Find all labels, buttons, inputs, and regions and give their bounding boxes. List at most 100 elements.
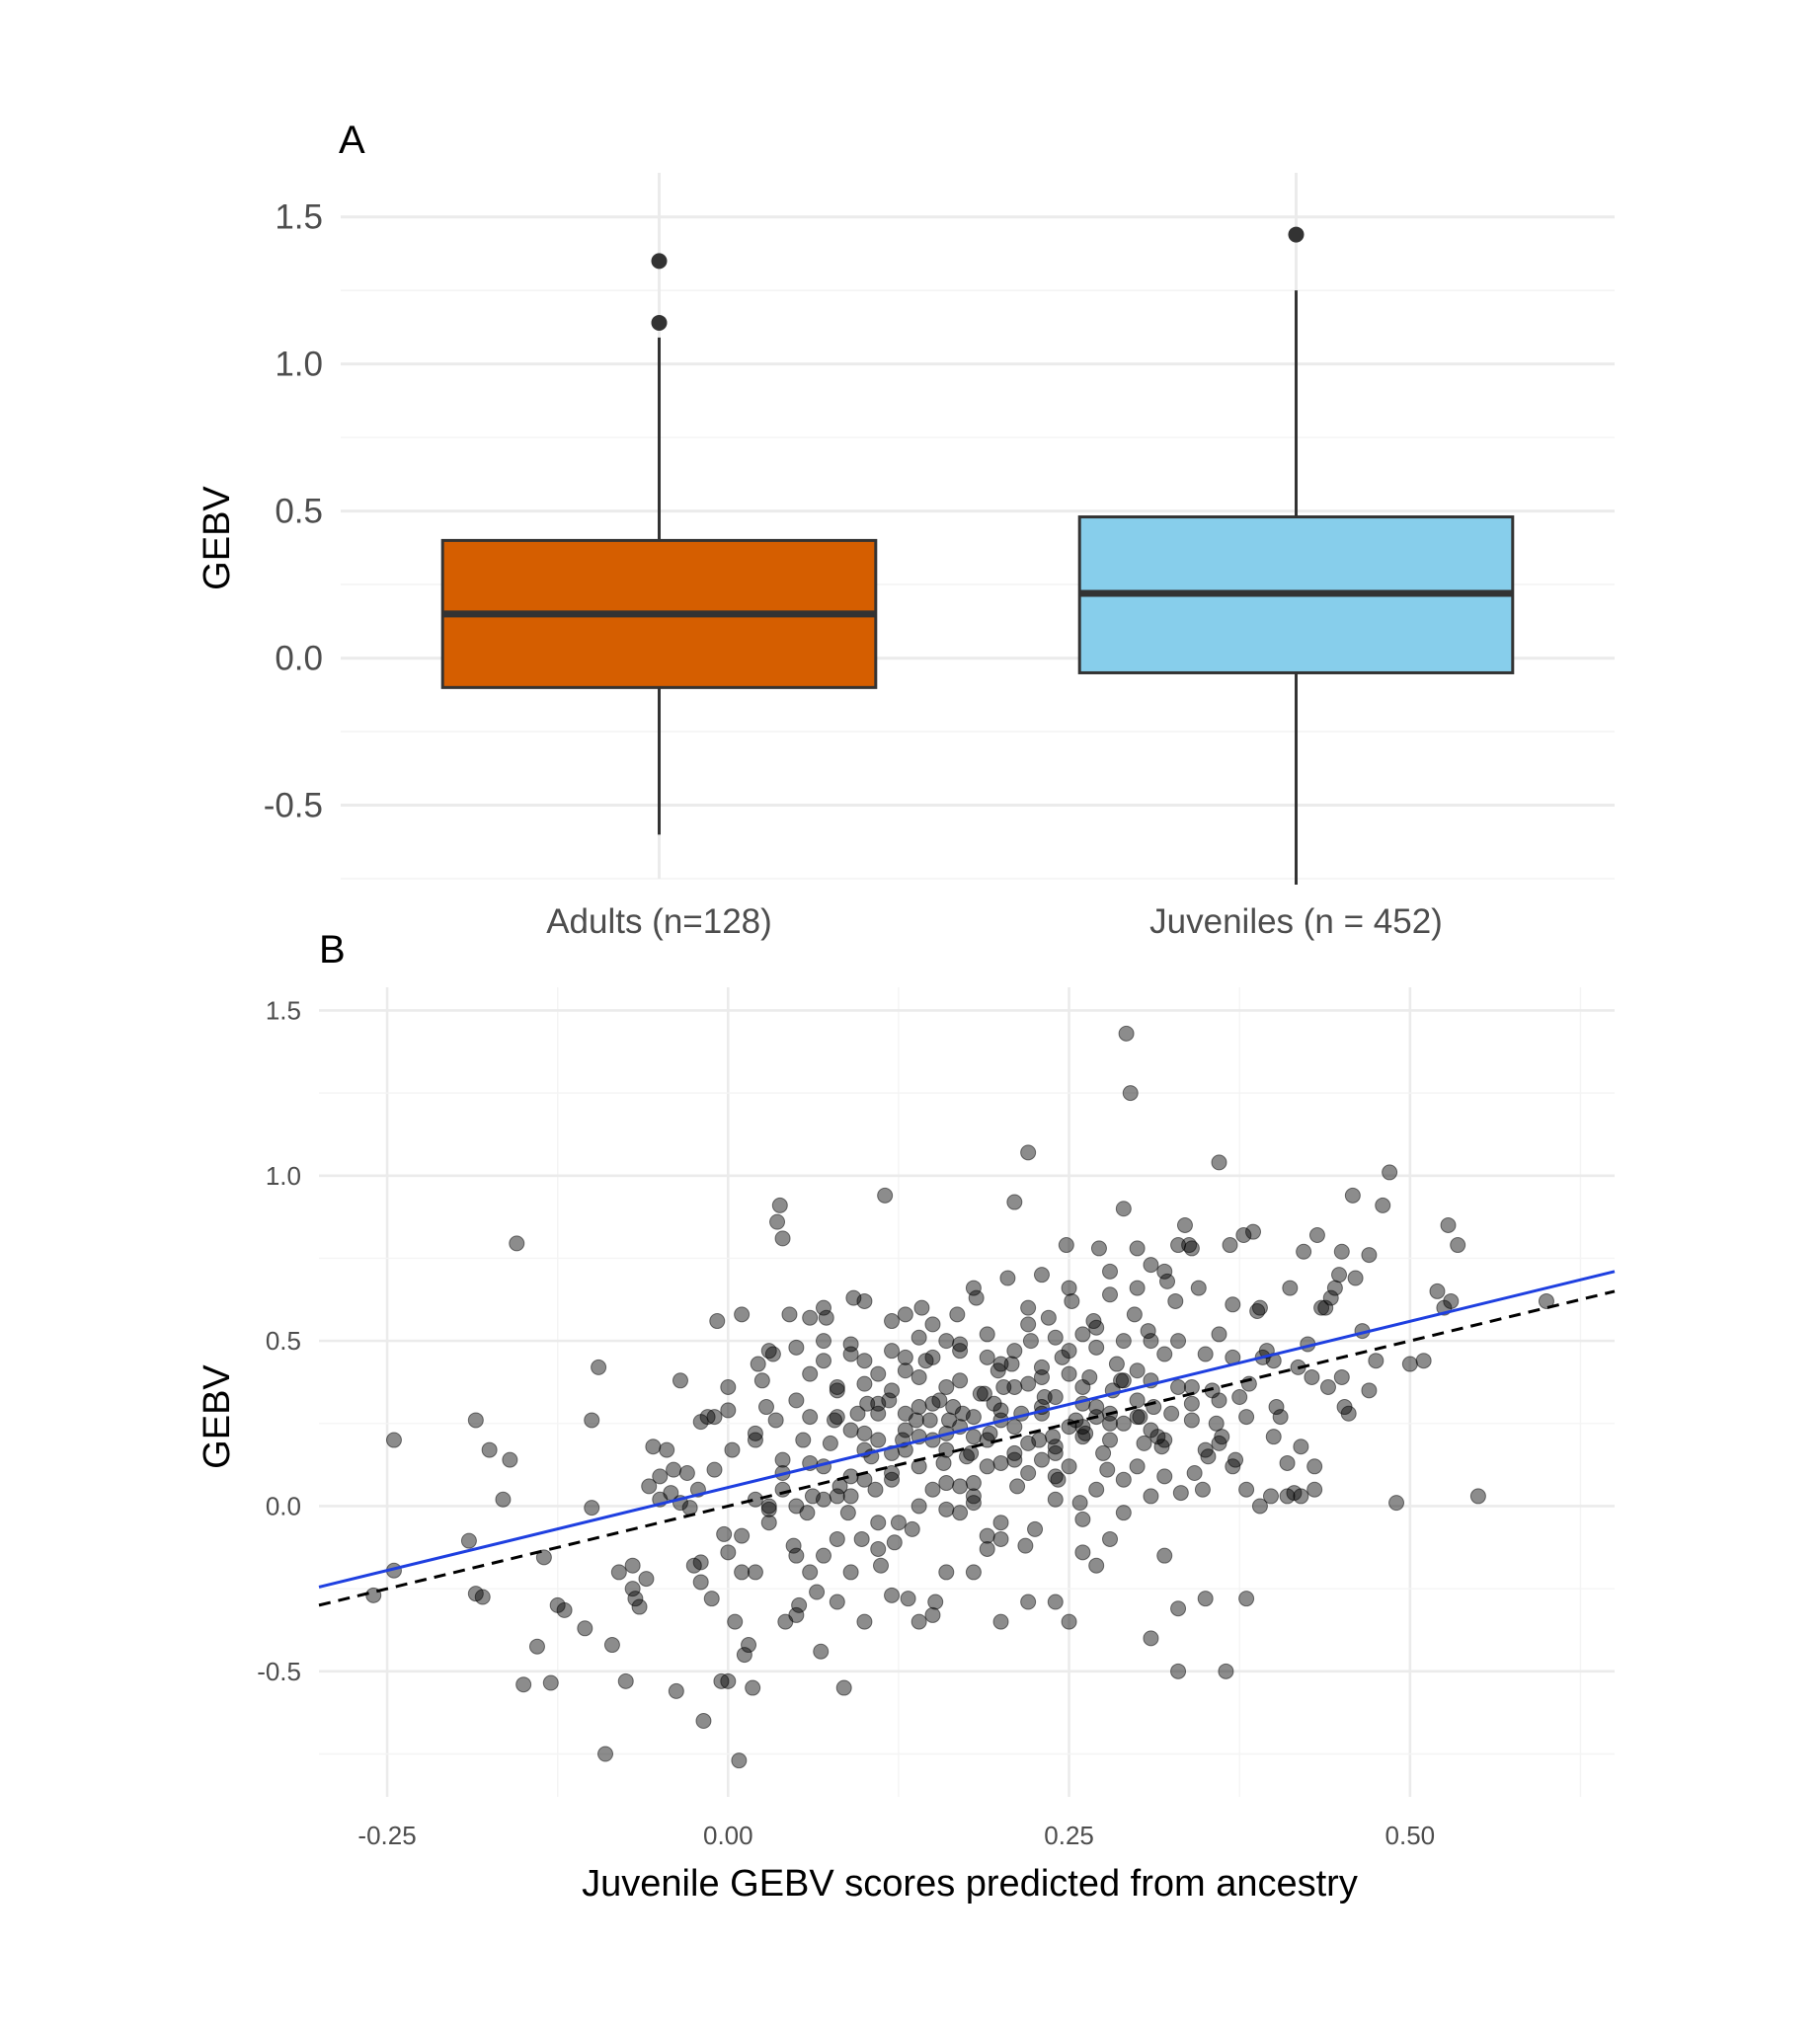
data-point [910,1329,927,1346]
data-point [1319,1378,1336,1395]
data-point [968,1289,985,1306]
data-point [910,1613,927,1630]
data-point [1006,1194,1023,1210]
data-point [802,1564,819,1581]
data-point [1143,1630,1159,1647]
data-point [910,1498,927,1515]
data-point [760,1515,777,1531]
data-point [1143,1422,1159,1439]
data-point [720,1378,737,1395]
data-point [709,1313,726,1330]
data-point [1061,1280,1077,1296]
data-point [785,1537,802,1554]
data-point [1071,1495,1088,1512]
data-point [1047,1594,1064,1610]
data-point [952,1505,969,1521]
data-point [890,1515,907,1531]
data-point [1099,1461,1116,1478]
data-point [1347,1270,1364,1286]
data-point [745,1679,761,1696]
data-point [1440,1216,1457,1233]
x-tick-label: 0.50 [1385,1821,1436,1850]
data-point [385,1432,402,1448]
data-point [1211,1392,1227,1409]
data-point [1156,1263,1173,1280]
data-point [624,1581,641,1597]
data-point [699,1409,716,1426]
data-point [788,1606,805,1623]
data-point [774,1481,791,1498]
data-point [1265,1429,1282,1445]
data-point [1382,1164,1398,1181]
data-point [1344,1187,1361,1204]
data-point [1118,1025,1135,1042]
data-point [1268,1399,1285,1416]
data-point [802,1409,819,1426]
data-point [1115,1201,1132,1217]
data-point [884,1313,901,1330]
data-point [1136,1435,1152,1451]
data-point [1183,1240,1200,1257]
data-point [1208,1415,1225,1432]
data-point [986,1395,1002,1412]
data-point [802,1309,819,1326]
data-point [731,1752,748,1769]
data-point [668,1682,684,1699]
y-tick-label: -0.5 [257,1657,301,1686]
data-point [716,1525,733,1542]
data-point [1088,1481,1105,1498]
data-point [678,1465,695,1481]
y-tick-label: 1.0 [266,1161,301,1191]
data-point [1170,1663,1187,1679]
data-point [747,1425,763,1441]
data-point [856,1292,873,1309]
data-point [1061,1365,1077,1382]
data-point [460,1532,477,1549]
data-point [1047,1491,1064,1508]
data-point [829,1530,845,1547]
data-point [938,1333,955,1350]
data-point [1088,1557,1105,1574]
data-point [528,1638,545,1655]
data-point [627,1591,644,1607]
data-point [1047,1468,1064,1485]
data-point [979,1326,995,1343]
data-point [1429,1283,1446,1299]
data-point [741,1637,757,1654]
data-point [877,1187,894,1204]
data-point [747,1432,763,1448]
data-point [515,1676,532,1693]
data-point [1322,1289,1339,1306]
data-point [1009,1478,1026,1495]
panel-b-points [365,1025,1554,1769]
data-point [774,1451,791,1468]
y-tick-label: 0.0 [266,1491,301,1520]
data-point [1129,1458,1146,1475]
data-point [809,1584,826,1600]
data-point [1129,1392,1146,1409]
data-point [1115,1333,1132,1350]
data-point [1020,1465,1037,1481]
data-point [886,1534,903,1551]
data-point [1368,1353,1385,1369]
data-point [1194,1481,1211,1498]
data-point [1036,1389,1053,1406]
data-point [502,1451,518,1468]
data-point [1361,1247,1378,1264]
data-point [641,1478,658,1495]
data-point [1197,1346,1214,1362]
regression-line [318,1270,1616,1589]
data-point [842,1488,859,1505]
data-point [1304,1368,1320,1385]
data-point [1170,1378,1187,1395]
data-point [720,1402,737,1419]
x-tick-label: 0.00 [703,1821,753,1850]
data-point [1231,1389,1248,1406]
data-point [1388,1495,1405,1512]
data-point [1214,1429,1230,1445]
data-point [1293,1488,1309,1505]
data-point [703,1591,720,1607]
data-point [856,1613,873,1630]
data-point [1129,1409,1146,1426]
data-point [935,1454,952,1471]
